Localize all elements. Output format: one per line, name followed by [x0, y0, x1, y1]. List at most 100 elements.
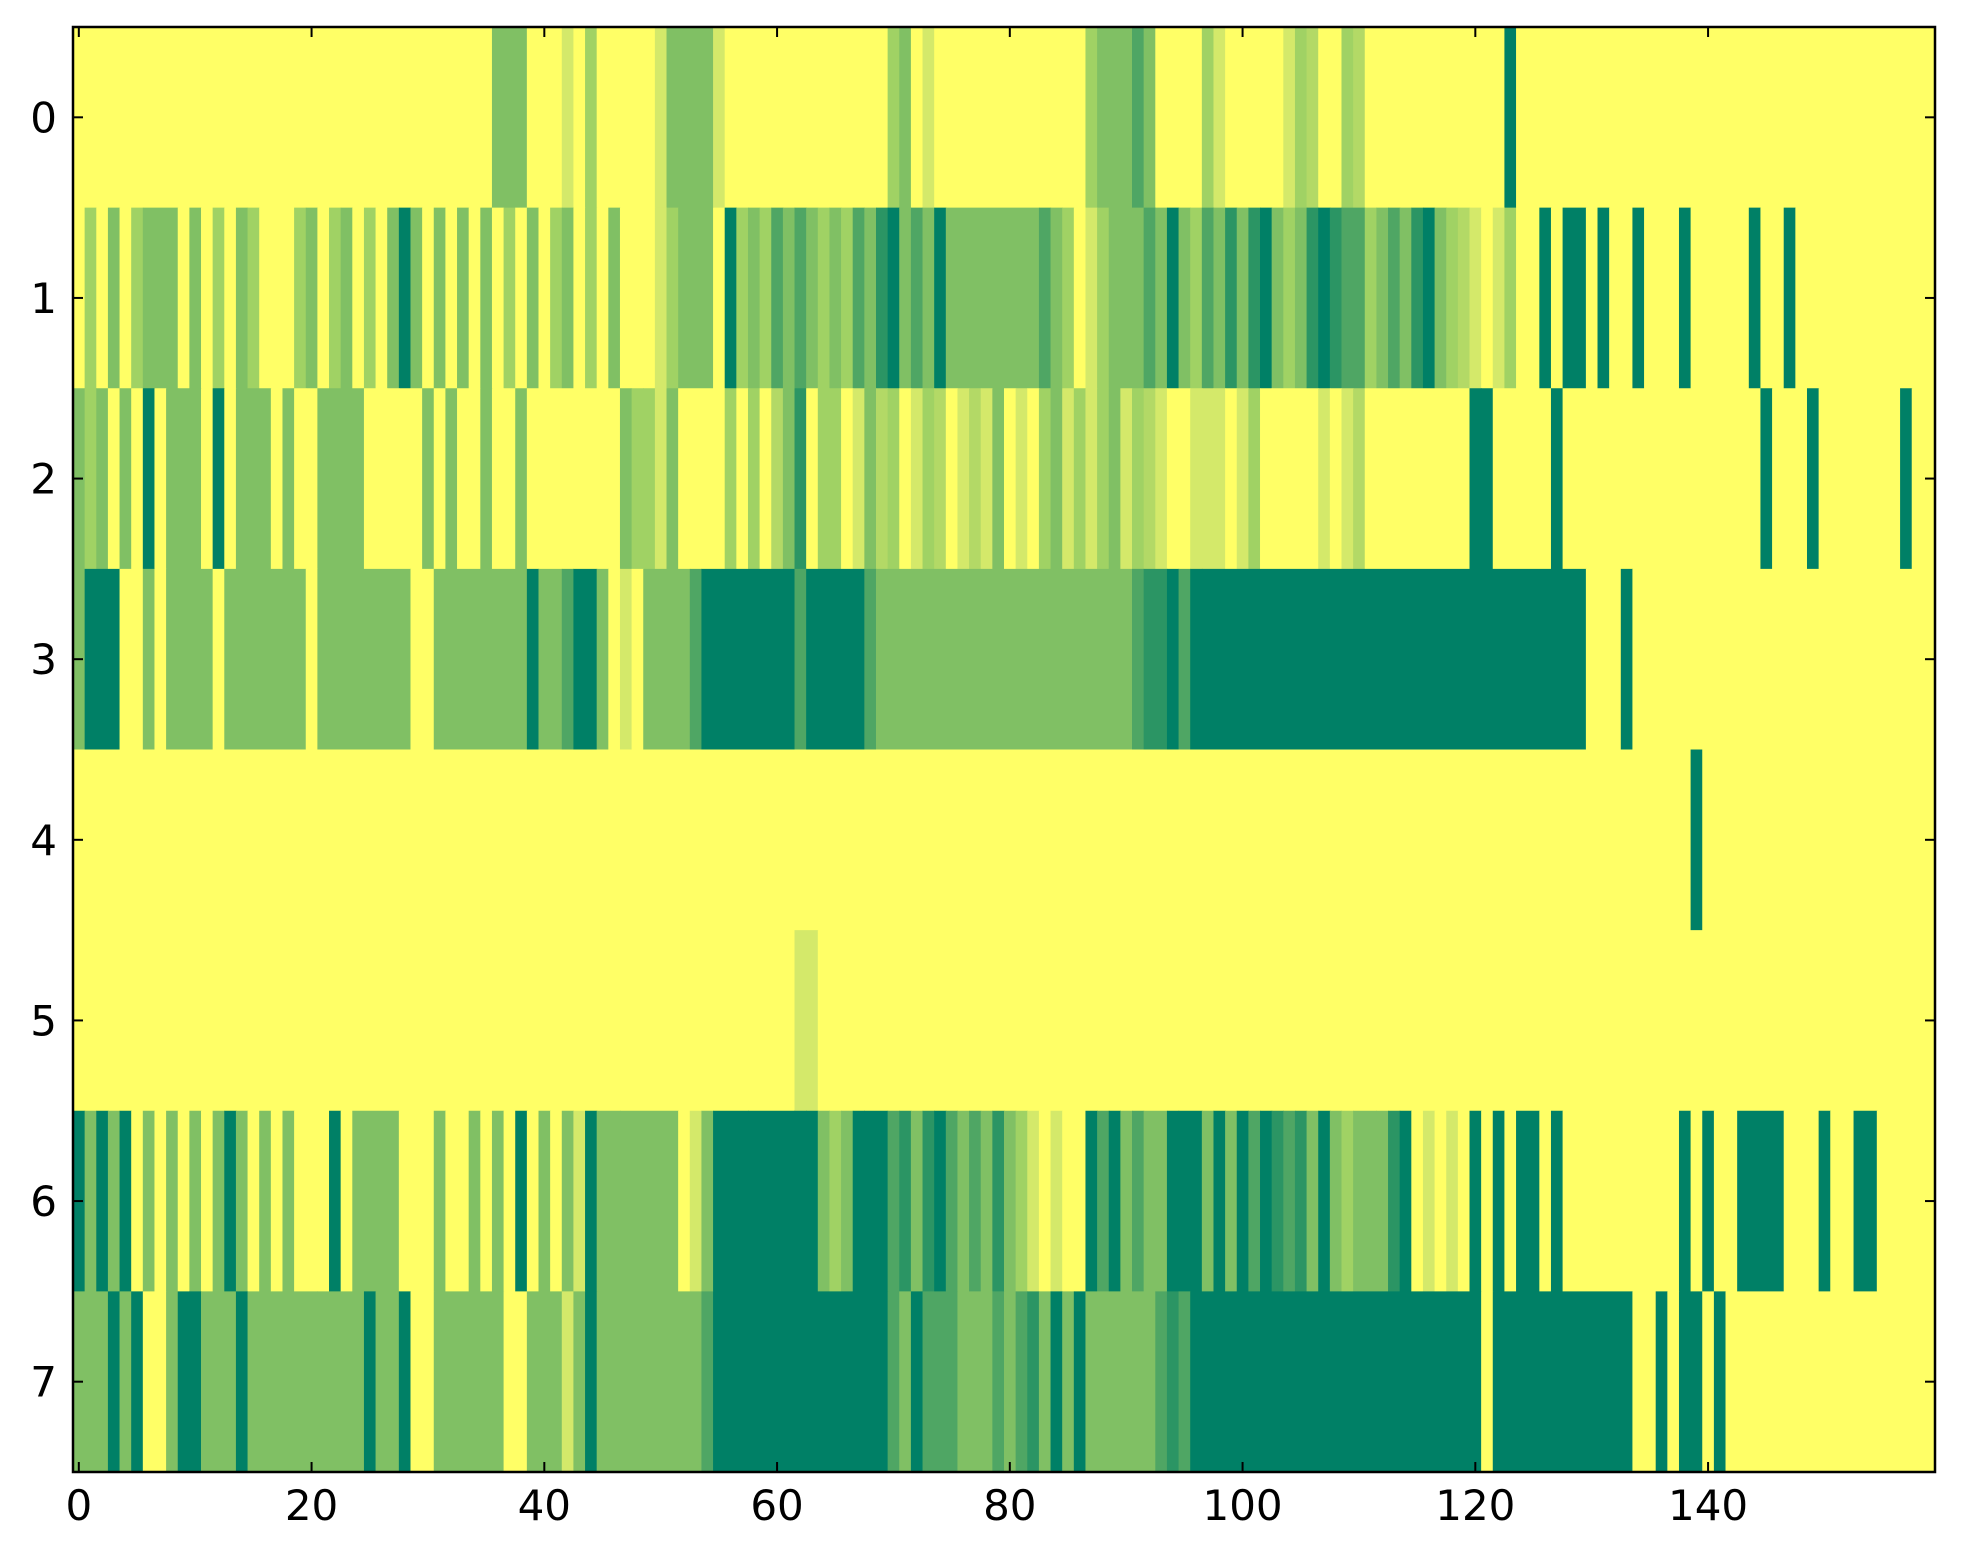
heatmap-cell-row-2-seg-19 [317, 388, 365, 570]
heatmap-cell-row-1-seg-57 [829, 207, 842, 389]
heatmap-cell-row-0-seg-17 [1097, 27, 1133, 209]
heatmap-cell-row-7-seg-24 [701, 1291, 714, 1473]
heatmap-cell-row-1-seg-8 [189, 207, 202, 389]
heatmap-cell-row-7-seg-35 [1038, 1291, 1052, 1473]
heatmap-cell-row-1-seg-26 [422, 207, 435, 389]
heatmap-cell-row-6-seg-58 [945, 1110, 959, 1292]
heatmap-cell-row-3-seg-13 [538, 568, 563, 751]
heatmap-cell-row-2-seg-28 [480, 388, 493, 570]
heatmap-cell-row-2-seg-30 [503, 388, 516, 570]
heatmap-cell-row-2-seg-99 [1818, 388, 1901, 570]
heatmap-cell-row-6-seg-75 [1166, 1110, 1180, 1292]
heatmap-cell-row-1-seg-94 [1376, 207, 1389, 389]
heatmap-cell-row-6-seg-110 [1713, 1110, 1738, 1292]
heatmap-cell-row-2-seg-13 [224, 388, 237, 570]
heatmap-cell-row-1-seg-65 [922, 207, 935, 389]
heatmap-cell-row-6-seg-91 [1376, 1110, 1389, 1292]
heatmap-cell-row-2-seg-40 [736, 388, 749, 570]
heatmap-cell-row-1-seg-54 [794, 207, 807, 389]
heatmap-cell-row-0-seg-30 [1364, 27, 1506, 209]
heatmap-cell-row-2-seg-74 [1132, 388, 1145, 570]
heatmap-cell-row-1-seg-34 [515, 207, 528, 389]
heatmap-cell-row-6-seg-36 [561, 1110, 575, 1292]
heatmap-cell-row-6-seg-15 [247, 1110, 260, 1292]
heatmap-cell-row-1-seg-22 [375, 207, 388, 389]
heatmap-cell-row-3-seg-33 [1585, 568, 1622, 751]
heatmap-cell-row-7-seg-50 [1702, 1291, 1715, 1473]
heatmap-cell-row-2-seg-29 [491, 388, 505, 570]
heatmap-cell-row-2-seg-7 [154, 388, 167, 570]
heatmap-cell-row-1-seg-92 [1341, 207, 1366, 389]
heatmap-cell-row-1-seg-114 [1644, 207, 1680, 389]
heatmap-cell-row-0-seg-18 [1132, 27, 1145, 209]
x-tick-label-120: 120 [1435, 1481, 1515, 1530]
heatmap-cell-row-1-seg-68 [1038, 207, 1052, 389]
heatmap-cell-row-3-seg-7 [224, 568, 307, 751]
heatmap-cell-row-0-seg-7 [654, 27, 668, 209]
heatmap-cell-row-2-seg-17 [294, 388, 307, 570]
heatmap-cell-row-1-seg-10 [212, 207, 225, 389]
heatmap-cell-row-2-seg-97 [1772, 388, 1808, 570]
heatmap-cell-row-2-seg-22 [398, 388, 412, 570]
axis-ticks [73, 27, 1935, 1472]
heatmap-cell-row-0-seg-14 [922, 27, 935, 209]
x-tick-label-100: 100 [1202, 1481, 1282, 1530]
heatmap-cell-row-6-seg-71 [1108, 1110, 1121, 1292]
heatmap-cell-row-2-seg-3 [107, 388, 121, 570]
heatmap-cell-row-1-seg-5 [131, 207, 144, 389]
heatmap-cell-row-2-seg-46 [806, 388, 819, 570]
heatmap-cell-row-6-seg-44 [713, 1110, 749, 1292]
heatmap-cell-row-1-seg-40 [585, 207, 598, 389]
heatmap-cell-row-1-seg-116 [1690, 207, 1750, 389]
heatmap-cell-row-3-seg-28 [1143, 568, 1168, 751]
heatmap-cell-row-1-seg-110 [1585, 207, 1599, 389]
heatmap-cell-row-2-seg-25 [433, 388, 446, 570]
heatmap-cell-row-6-seg-85 [1294, 1110, 1308, 1292]
y-tick-label-7: 7 [30, 1358, 57, 1407]
heatmap-cell-row-6-seg-98 [1457, 1110, 1471, 1292]
heatmap-cell-row-3-seg-9 [317, 568, 412, 751]
heatmap-cell-row-1-seg-35 [526, 207, 540, 389]
heatmap-cell-row-6-seg-21 [329, 1110, 342, 1292]
heatmap-cell-row-3-seg-8 [305, 568, 318, 751]
heatmap-cell-row-6-seg-32 [515, 1110, 528, 1292]
heatmap-cell-row-6-seg-54 [899, 1110, 912, 1292]
heatmap-cell-row-3-seg-32 [1201, 568, 1587, 751]
heatmap-cell-row-4-seg-1 [1690, 749, 1703, 931]
heatmap-cell-row-1-seg-52 [771, 207, 784, 389]
heatmap-cell-row-1-seg-29 [457, 207, 470, 389]
heatmap-cell-row-2-seg-42 [759, 388, 772, 570]
heatmap-cell-row-3-seg-20 [643, 568, 691, 751]
heatmap-cell-row-3-seg-21 [689, 568, 703, 751]
heatmap-cell-row-6-seg-87 [1318, 1110, 1331, 1292]
heatmap-cell-row-1-seg-37 [550, 207, 563, 389]
heatmap-cell-row-2-seg-35 [643, 388, 656, 570]
heatmap-cell-row-7-seg-30 [957, 1291, 993, 1473]
heatmap-cell-row-2-seg-63 [1004, 388, 1017, 570]
heatmap-cell-row-3-seg-29 [1166, 568, 1180, 751]
heatmap-cell-row-2-seg-58 [945, 388, 959, 570]
heatmap-cell-row-0-seg-19 [1143, 27, 1156, 209]
heatmap-cell-row-1-seg-25 [410, 207, 423, 389]
heatmap-cell-row-3-seg-23 [794, 568, 807, 751]
heatmap-cell-row-3-seg-14 [561, 568, 575, 751]
heatmap-cell-row-6-seg-114 [1830, 1110, 1855, 1292]
heatmap-cell-row-2-seg-11 [201, 388, 214, 570]
heatmap-cell-row-2-seg-83 [1248, 388, 1261, 570]
heatmap-cell-row-7-seg-16 [410, 1291, 435, 1473]
heatmap-cell-row-1-seg-74 [1108, 207, 1145, 389]
heatmap-cell-row-3-seg-4 [154, 568, 167, 751]
heatmap-cell-row-2-seg-34 [631, 388, 644, 570]
heatmap-cell-row-6-seg-41 [678, 1110, 691, 1292]
heatmap-cell-row-1-seg-11 [224, 207, 237, 389]
heatmap-cell-row-3-seg-15 [573, 568, 598, 751]
heatmap-cell-row-1-seg-109 [1562, 207, 1587, 389]
heatmap-cell-row-7-seg-2 [107, 1291, 121, 1473]
heatmap-cell-row-2-seg-101 [1911, 388, 1936, 570]
y-tick-label-2: 2 [30, 455, 57, 504]
heatmap-cell-row-7-seg-23 [596, 1291, 703, 1473]
heatmap-cell-row-1-seg-93 [1364, 207, 1377, 389]
heatmap-cell-row-0-seg-29 [1353, 27, 1366, 209]
heatmap-cell-row-7-seg-38 [1073, 1291, 1087, 1473]
